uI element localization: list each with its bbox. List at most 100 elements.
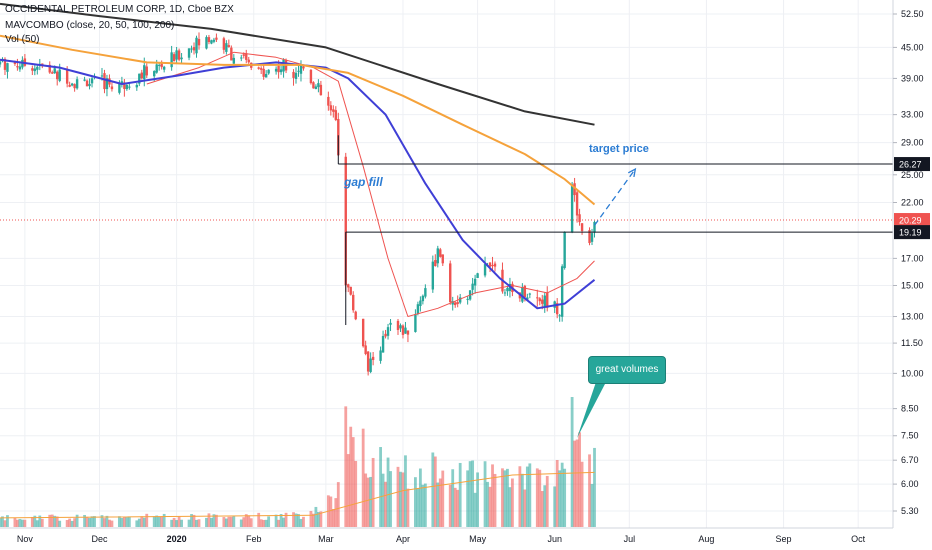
volume-bar [274, 514, 278, 527]
ma50-line [0, 58, 596, 310]
volume-bar [292, 512, 295, 527]
volume-bar [486, 481, 489, 527]
volume-bar [336, 482, 340, 527]
candle-body [471, 283, 474, 290]
volume-bar [545, 475, 549, 527]
candle-body [242, 54, 245, 56]
volume-bar [540, 491, 544, 527]
candle-body [135, 84, 139, 88]
volume-bar [53, 515, 57, 527]
volume-bar [312, 513, 315, 527]
candle-body [192, 47, 196, 51]
candle-body [70, 83, 74, 86]
candle-body [381, 335, 385, 353]
candle-body [245, 53, 248, 60]
y-tick-label: 45.00 [901, 42, 924, 52]
candle-body [88, 83, 91, 87]
volume-bar [267, 516, 271, 527]
candle-body [277, 65, 280, 73]
volume-bar [386, 457, 390, 527]
candle-body [352, 294, 355, 311]
volume-bar [90, 516, 94, 527]
candle-body [227, 45, 231, 47]
volume-bar [212, 514, 216, 527]
x-tick-label: Feb [246, 534, 262, 544]
target-arrowhead [627, 167, 637, 178]
candle-body [155, 64, 158, 73]
great-volumes-callout[interactable]: great volumes [588, 356, 666, 384]
volume-bar [239, 519, 243, 527]
volume-bar [177, 516, 181, 527]
x-tick-label: Dec [91, 534, 108, 544]
volume-bar [210, 517, 213, 527]
volume-bar [538, 469, 542, 527]
candle-body [493, 263, 497, 267]
candle-body [538, 298, 541, 302]
volume-bar [573, 440, 577, 527]
candle-body [53, 68, 56, 74]
volume-bar [145, 513, 149, 527]
volume-bar [140, 516, 144, 527]
volume-bar [299, 518, 303, 527]
volume-bar [416, 488, 420, 527]
volume-bar [38, 515, 42, 527]
x-tick-label: Sep [776, 534, 792, 544]
candle-body [85, 80, 89, 87]
volume-bar [108, 519, 111, 527]
candle-body [292, 71, 295, 78]
candle-body [364, 345, 367, 354]
volume-bar [334, 498, 338, 527]
volume-bar [575, 439, 579, 527]
candle-body [195, 37, 198, 54]
y-tick-label: 5.30 [901, 506, 919, 516]
volume-bar [125, 517, 129, 527]
candle-body [414, 314, 417, 332]
volume-bar [197, 519, 201, 527]
y-tick-label: 13.00 [901, 312, 924, 322]
volume-bar [180, 519, 183, 527]
candle-body [123, 82, 126, 89]
volume-bar [563, 468, 567, 527]
candle-body [560, 266, 564, 317]
volume-bar [371, 457, 375, 527]
volume-bar [232, 516, 236, 527]
candle-body [416, 304, 420, 314]
target-projection-line [593, 168, 636, 226]
candle-body [441, 254, 444, 264]
volume-bar [520, 473, 524, 527]
candle-body [259, 68, 263, 70]
candle-body [488, 262, 492, 267]
x-tick-label: May [469, 534, 487, 544]
volume-bar [396, 466, 400, 527]
candle-body [279, 69, 283, 73]
volume-bar [458, 462, 462, 527]
candle-body [476, 273, 479, 278]
candle-body [232, 57, 236, 64]
volume-bar [421, 484, 425, 527]
volume-bar [48, 514, 52, 527]
volume-bar [73, 518, 77, 527]
volume-bar [553, 486, 557, 527]
volume-bar [137, 518, 141, 527]
candle-body [205, 37, 208, 49]
volume-bar [142, 517, 146, 527]
y-tick-label: 6.00 [901, 479, 919, 489]
volume-bar [120, 517, 124, 527]
volume-bar [349, 426, 353, 527]
candle-body [536, 297, 539, 299]
candle-body [312, 82, 315, 89]
price-label-text: 26.27 [899, 160, 922, 170]
candle-body [128, 86, 131, 88]
candle-body [546, 292, 549, 308]
price-label-box [894, 225, 930, 240]
volume-legend: Vol (50) [5, 34, 40, 45]
volume-bar [436, 482, 440, 527]
candle-body [120, 81, 124, 85]
volume-bar [364, 473, 368, 527]
volume-bar [466, 470, 470, 527]
volume-bar [593, 447, 596, 527]
candle-body [555, 303, 559, 315]
candle-body [436, 248, 439, 264]
candle-body [58, 69, 61, 81]
